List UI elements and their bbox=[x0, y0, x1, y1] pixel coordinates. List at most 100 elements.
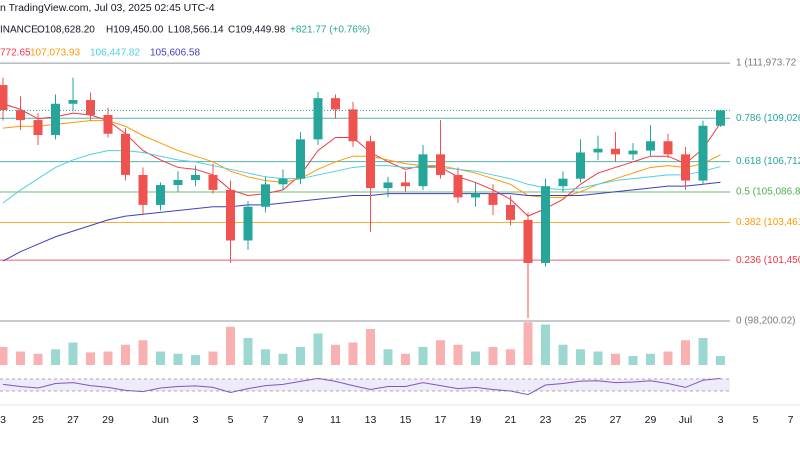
volume-bar bbox=[681, 340, 690, 365]
x-tick-label: 21 bbox=[505, 414, 517, 426]
volume-bar bbox=[628, 356, 638, 365]
x-tick-label: 23 bbox=[540, 414, 552, 426]
volume-bar bbox=[418, 347, 428, 365]
candle-body bbox=[453, 174, 463, 198]
candle-body bbox=[541, 186, 550, 263]
candle-body bbox=[173, 179, 183, 186]
volume-bar bbox=[33, 353, 43, 365]
volume-bar bbox=[16, 351, 25, 365]
volume-bar bbox=[506, 349, 515, 365]
volume-bar bbox=[51, 349, 60, 365]
x-tick-label: 29 bbox=[102, 414, 114, 426]
ohlc-change: +821.77 (+0.76%) bbox=[290, 25, 370, 36]
candle-body bbox=[506, 204, 515, 220]
candle-body bbox=[401, 182, 410, 187]
candle-body bbox=[191, 174, 200, 180]
volume-bar bbox=[453, 344, 463, 365]
volume-bar bbox=[366, 329, 375, 365]
volume-bar bbox=[208, 351, 218, 365]
volume-bar bbox=[296, 347, 305, 365]
volume-bar bbox=[138, 340, 148, 365]
volume-bar bbox=[611, 353, 620, 365]
candle-body bbox=[313, 98, 323, 140]
candle-body bbox=[558, 178, 568, 187]
x-tick-label: Jun bbox=[152, 414, 169, 426]
x-tick-label: 5 bbox=[228, 414, 234, 426]
source: n TradingView.com, Jul 03, 2025 02:45 UT… bbox=[0, 2, 215, 14]
x-tick-label: 7 bbox=[263, 414, 269, 426]
candle-body bbox=[681, 154, 690, 181]
candle-body bbox=[366, 141, 375, 189]
candle-body bbox=[86, 100, 95, 116]
volume-bar bbox=[278, 353, 288, 365]
x-tick-label: 5 bbox=[753, 414, 759, 426]
candle-body bbox=[33, 120, 43, 136]
candle-body bbox=[103, 115, 113, 134]
fib-label: 1 (111,973.72 bbox=[736, 58, 797, 69]
ma-line bbox=[2, 103, 721, 217]
x-tick-label: 29 bbox=[645, 414, 657, 426]
fib-label: 0.382 (103,461.5 bbox=[736, 217, 800, 228]
volume-bar bbox=[716, 356, 725, 365]
volume-bar bbox=[261, 349, 270, 365]
volume-bar bbox=[401, 353, 410, 365]
symbol: INANCE bbox=[0, 25, 38, 36]
x-tick-label: 9 bbox=[298, 414, 304, 426]
x-tick-label: 7 bbox=[788, 414, 794, 426]
x-tick-label: 3 bbox=[0, 414, 6, 426]
candle-body bbox=[698, 125, 708, 181]
candle-body bbox=[348, 109, 358, 142]
x-tick-label: 3 bbox=[193, 414, 199, 426]
volume-bar bbox=[243, 338, 253, 365]
candle-body bbox=[523, 219, 533, 263]
volume-bar bbox=[663, 351, 673, 365]
x-tick-label: 19 bbox=[470, 414, 482, 426]
candle-body bbox=[471, 193, 480, 198]
candle-body bbox=[16, 110, 25, 121]
candle-body bbox=[331, 98, 340, 110]
candle-body bbox=[68, 100, 78, 104]
volume-bar bbox=[331, 344, 340, 365]
rsi-line bbox=[2, 377, 721, 396]
volume-bar bbox=[173, 353, 183, 365]
candle-body bbox=[121, 133, 130, 175]
candle-body bbox=[51, 103, 60, 136]
candle-body bbox=[418, 154, 428, 187]
volume-bar bbox=[576, 349, 585, 365]
volume-bar bbox=[68, 342, 78, 365]
ma-line bbox=[2, 181, 721, 262]
volume-bar bbox=[0, 347, 8, 365]
x-tick-label: 11 bbox=[330, 414, 341, 426]
x-tick-label: 27 bbox=[610, 414, 622, 426]
candle-body bbox=[716, 110, 725, 126]
volume-bar bbox=[383, 349, 393, 365]
ohlc-high: H109,450.00 bbox=[106, 25, 164, 36]
volume-bar bbox=[471, 351, 480, 365]
volume-bar bbox=[191, 355, 200, 365]
x-tick-label: 17 bbox=[435, 414, 447, 426]
x-tick-label: 25 bbox=[575, 414, 587, 426]
fib-label: 0.5 (105,086.87) bbox=[736, 187, 800, 198]
ma-value: 107,073.93 bbox=[30, 48, 80, 59]
candle-body bbox=[576, 152, 585, 179]
fib-label: 0.786 (109,026.1 bbox=[736, 113, 800, 124]
ma-value: 106,447.82 bbox=[90, 48, 140, 59]
candle-body bbox=[436, 154, 445, 175]
candle-body bbox=[383, 182, 393, 189]
volume-bar bbox=[121, 344, 130, 365]
fib-label: 0.618 (106,712.1 bbox=[736, 156, 800, 167]
fib-label: 0.236 (101,450.6 bbox=[736, 255, 800, 266]
candle-body bbox=[243, 206, 253, 241]
x-tick-label: 3 bbox=[718, 414, 724, 426]
volume-bar bbox=[698, 338, 708, 365]
volume-bar bbox=[226, 326, 235, 365]
volume-bar bbox=[436, 340, 445, 365]
x-tick-label: Jul bbox=[679, 414, 692, 426]
volume-bar bbox=[313, 333, 323, 365]
ohlc-open: O108,628.20 bbox=[37, 25, 95, 36]
volume-bar bbox=[156, 351, 165, 365]
ohlc-close: C109,449.98 bbox=[228, 25, 286, 36]
candle-body bbox=[261, 184, 270, 207]
candle-body bbox=[593, 148, 603, 153]
x-tick-label: 13 bbox=[365, 414, 377, 426]
